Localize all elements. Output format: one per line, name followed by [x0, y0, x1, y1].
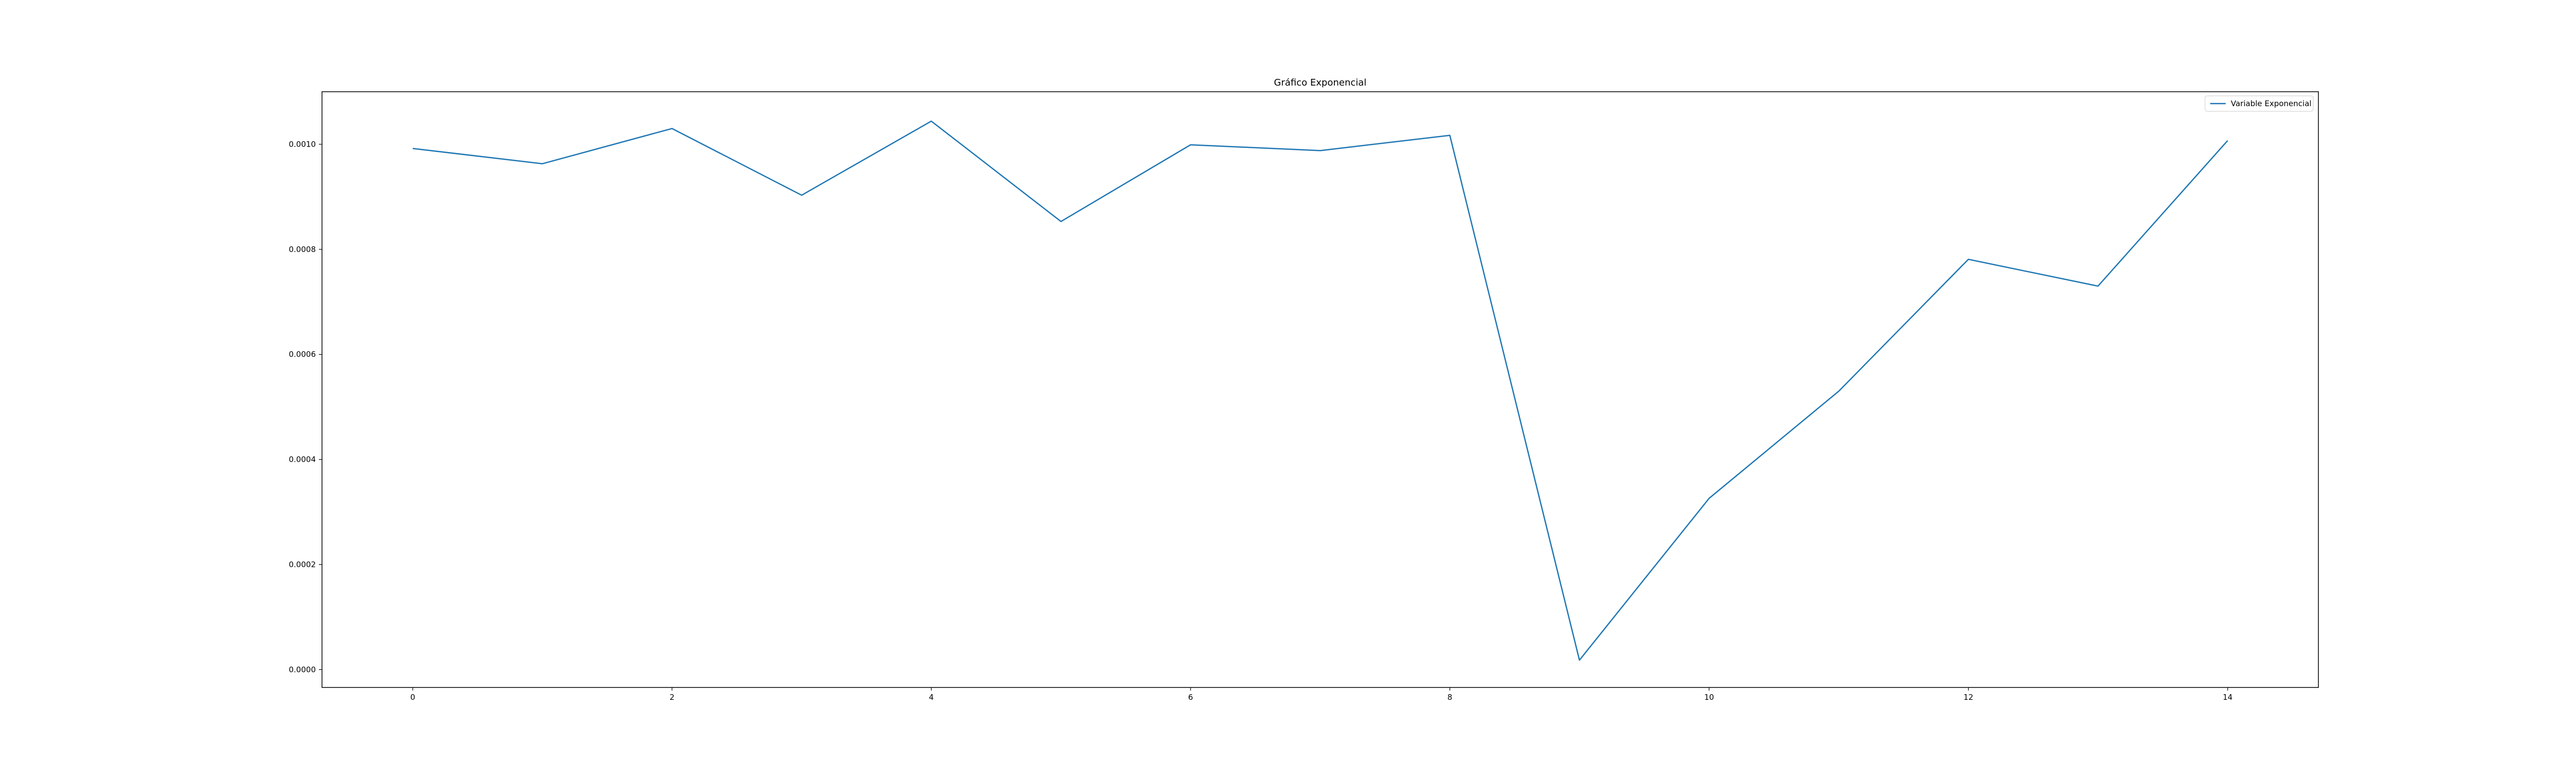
x-tick-label: 14 [2223, 693, 2232, 702]
chart-title: Gráfico Exponencial [1274, 77, 1367, 88]
y-tick-label: 0.0010 [289, 140, 316, 149]
x-tick-label: 0 [410, 693, 415, 702]
x-tick-label: 6 [1188, 693, 1193, 702]
y-tick-label: 0.0008 [289, 245, 316, 254]
y-tick-label: 0.0004 [289, 455, 316, 464]
legend: Variable Exponencial [2205, 95, 2314, 112]
series-line [412, 120, 2228, 661]
x-tick-label: 12 [1963, 693, 1973, 702]
y-tick-label: 0.0002 [289, 560, 316, 569]
x-tick-label: 10 [1704, 693, 1714, 702]
series-layer [412, 120, 2228, 661]
plot-area-frame [321, 91, 2319, 688]
legend-label: Variable Exponencial [2231, 99, 2312, 108]
y-axis-ticks: 0.0000 0.0002 0.0004 0.0006 0.0008 0.0010 [289, 140, 322, 674]
x-tick-label: 2 [670, 693, 675, 702]
x-tick-label: 4 [929, 693, 934, 702]
legend-box [2205, 95, 2314, 112]
x-axis-ticks: 0 2 4 6 8 10 12 14 [410, 687, 2232, 702]
y-tick-label: 0.0000 [289, 665, 316, 674]
x-tick-label: 8 [1447, 693, 1452, 702]
y-tick-label: 0.0006 [289, 350, 316, 359]
